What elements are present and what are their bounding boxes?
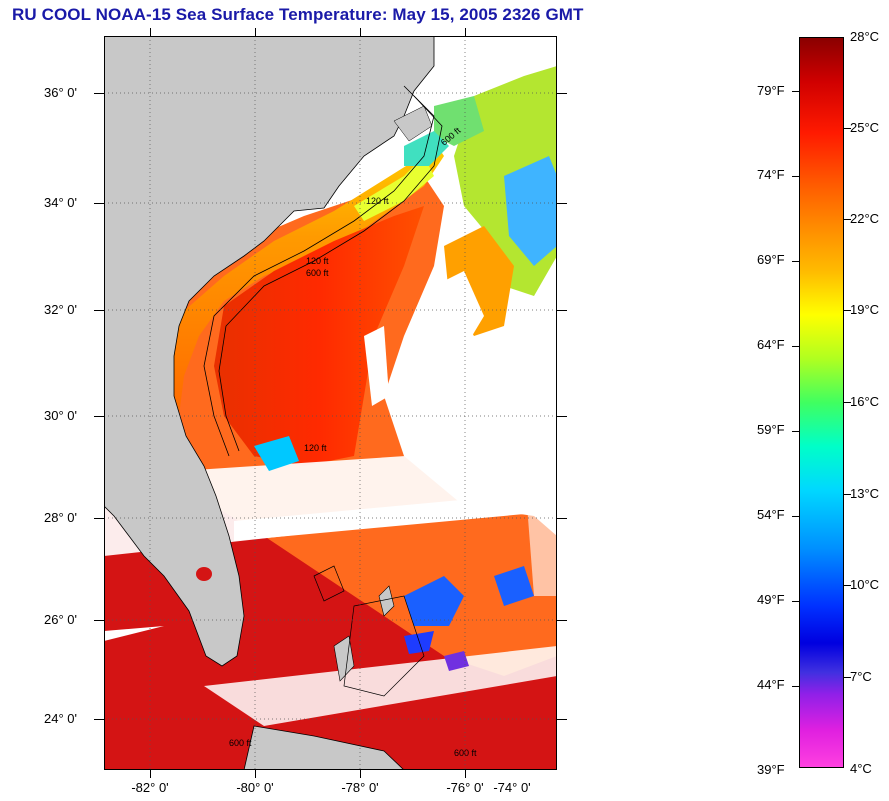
- lat-label-30: 30° 0': [44, 408, 77, 423]
- colorbar-celsius-label: 7°C: [850, 669, 872, 684]
- colorbar-fahrenheit-label: 39°F: [757, 762, 785, 777]
- lon-label-80: -80° 0': [236, 780, 274, 795]
- colorbar-celsius-label: 19°C: [850, 302, 880, 317]
- colorbar-celsius-label: 25°C: [850, 120, 880, 135]
- colorbar-celsius-label: 13°C: [850, 486, 880, 501]
- lat-label-32: 32° 0': [44, 302, 77, 317]
- isobath-label: 120 ft: [366, 196, 389, 206]
- map-title: RU COOL NOAA-15 Sea Surface Temperature:…: [12, 5, 584, 24]
- lon-label-76: -76° 0': [446, 780, 484, 795]
- colorbar-celsius-label: 22°C: [850, 211, 880, 226]
- colorbar-celsius-label: 28°C: [850, 29, 880, 44]
- lat-label-26: 26° 0': [44, 612, 77, 627]
- colorbar-celsius-label: 16°C: [850, 394, 880, 409]
- colorbar-fahrenheit-label: 69°F: [757, 252, 785, 267]
- sst-map-canvas: 600 ft 120 ft 120 ft 600 ft 120 ft 600 f…: [104, 36, 557, 770]
- lon-label-74: -74° 0': [493, 780, 531, 795]
- lat-label-34: 34° 0': [44, 195, 77, 210]
- lat-label-28: 28° 0': [44, 510, 77, 525]
- lat-label-24: 24° 0': [44, 711, 77, 726]
- isobath-label: 600 ft: [306, 268, 329, 278]
- lon-label-78: -78° 0': [341, 780, 379, 795]
- isobath-label: 600 ft: [229, 738, 252, 748]
- lat-label-36: 36° 0': [44, 85, 77, 100]
- temperature-colorbar: [799, 37, 844, 768]
- colorbar-celsius-label: 10°C: [850, 577, 880, 592]
- colorbar-fahrenheit-label: 44°F: [757, 677, 785, 692]
- colorbar-fahrenheit-label: 49°F: [757, 592, 785, 607]
- colorbar-fahrenheit-label: 74°F: [757, 167, 785, 182]
- isobath-label: 120 ft: [306, 256, 329, 266]
- isobath-label: 600 ft: [454, 748, 477, 758]
- sst-map: 600 ft 120 ft 120 ft 600 ft 120 ft 600 f…: [104, 36, 557, 770]
- colorbar-fahrenheit-label: 79°F: [757, 83, 785, 98]
- colorbar-celsius-label: 4°C: [850, 761, 872, 776]
- colorbar-fahrenheit-label: 64°F: [757, 337, 785, 352]
- colorbar-fahrenheit-label: 54°F: [757, 507, 785, 522]
- colorbar-fahrenheit-label: 59°F: [757, 422, 785, 437]
- isobath-label: 120 ft: [304, 443, 327, 453]
- lon-label-82: -82° 0': [131, 780, 169, 795]
